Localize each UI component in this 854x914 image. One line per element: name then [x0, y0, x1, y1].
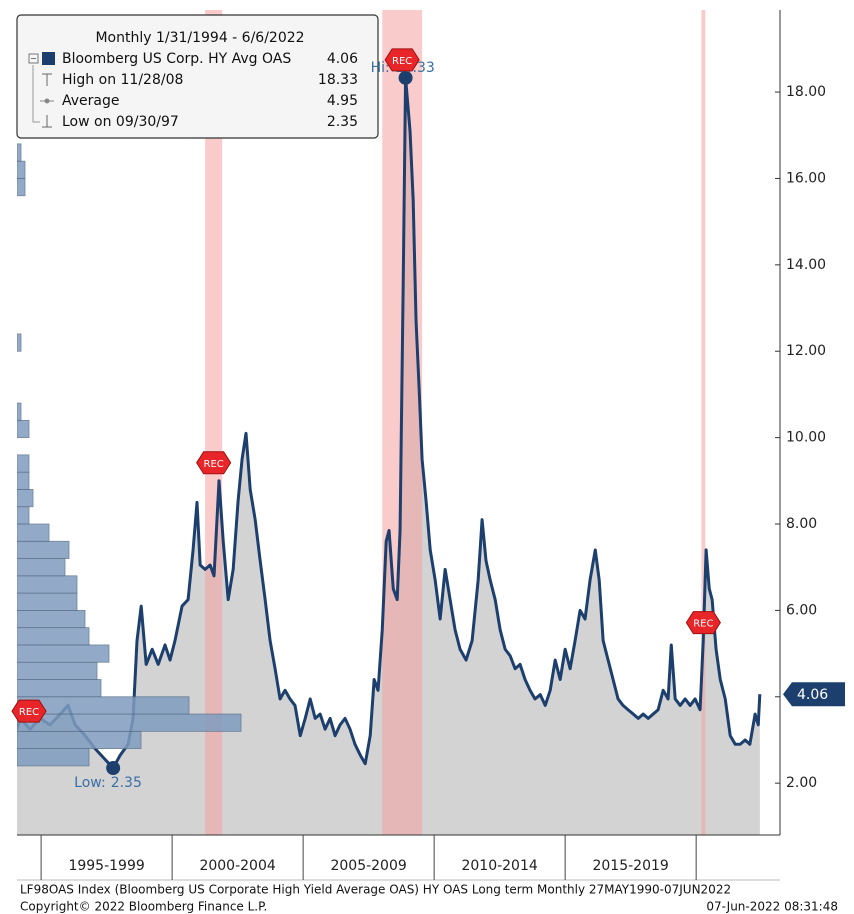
histogram-bar — [17, 558, 66, 577]
histogram-bar — [17, 143, 22, 162]
y-tick-label: 2.00 — [786, 775, 817, 791]
legend-stat-value: 18.33 — [318, 72, 358, 88]
histogram-bar — [17, 609, 86, 629]
high-dot — [398, 70, 413, 85]
x-period-label: 2015-2019 — [592, 858, 668, 874]
x-period-label: 1995-1999 — [68, 858, 144, 874]
legend-high-icon — [42, 73, 52, 86]
histogram-bar — [17, 454, 30, 473]
area — [17, 77, 760, 835]
footer-timestamp: 07-Jun-2022 08:31:48 — [706, 900, 838, 914]
histogram-bar — [17, 160, 26, 179]
recession-marker-label: REC — [693, 619, 713, 630]
legend-stat-value: 4.95 — [327, 93, 358, 109]
histogram-bar — [17, 696, 190, 715]
legend-collapse — [28, 53, 39, 64]
histogram-bar — [17, 730, 142, 750]
histogram-bar — [17, 540, 70, 559]
last-value-label: 4.06 — [797, 687, 828, 703]
legend-tree — [32, 65, 40, 123]
legend: Monthly 1/31/1994 - 6/6/2022 Bloomberg U… — [16, 14, 379, 139]
recession-marker-label: REC — [19, 707, 39, 718]
recession-band — [701, 10, 706, 835]
histogram-bar — [17, 178, 26, 197]
histogram-bar — [17, 575, 78, 594]
legend-low-icon — [42, 115, 52, 128]
histogram-bar — [17, 748, 90, 767]
last-value-tag — [783, 682, 845, 707]
histogram-bar — [17, 592, 78, 611]
x-period-label: 2000-2004 — [199, 858, 275, 874]
histogram-bar — [17, 713, 242, 732]
legend-swatch — [42, 52, 55, 65]
histogram-bar — [17, 523, 50, 542]
low-dot — [106, 761, 121, 776]
histogram-bar — [17, 419, 30, 439]
histogram-bar — [17, 471, 30, 490]
histogram-bar — [17, 489, 34, 508]
low-annotation-label: Low: — [74, 775, 106, 791]
legend-stat-value: 2.35 — [327, 114, 358, 130]
legend-stat-label: High on 11/28/08 — [62, 72, 183, 88]
histogram-bar — [17, 679, 102, 698]
legend-title: Monthly 1/31/1994 - 6/6/2022 — [95, 30, 304, 46]
histogram-bar — [17, 402, 22, 421]
low-annotation: Low: 2.35 — [74, 775, 142, 791]
recession-marker-label: REC — [392, 56, 412, 67]
y-tick-label: 8.00 — [786, 516, 817, 532]
axes: 1995-1999 2000-2004 2005-2009 2010-2014 2015… — [17, 10, 781, 881]
plot-area — [17, 10, 762, 835]
histogram-bar — [17, 661, 98, 680]
recession-marker — [11, 699, 47, 723]
y-tick-label: 14.00 — [786, 257, 826, 273]
y-tick-label: 18.00 — [786, 84, 826, 100]
line — [17, 76, 762, 770]
recession-marker — [384, 48, 420, 72]
legend-series-value: 4.06 — [327, 51, 358, 67]
histogram-bar — [17, 506, 30, 525]
x-period-label: 2010-2014 — [461, 858, 537, 874]
recession-marker-label: REC — [204, 459, 224, 470]
legend-stat-label: Low on 09/30/97 — [62, 114, 179, 130]
low-annotation-value: 2.35 — [111, 775, 142, 791]
y-tick-label: 12.00 — [786, 343, 826, 359]
high-annotation-label: Hi: — [371, 60, 390, 76]
footer-copyright: Copyright© 2022 Bloomberg Finance L.P. — [20, 900, 267, 914]
recession-band — [205, 10, 223, 835]
recession-marker — [196, 451, 232, 475]
legend-avg-dot — [44, 98, 50, 104]
legend-stat-label: Average — [62, 93, 120, 109]
legend-series-name: Bloomberg US Corp. HY Avg OAS — [62, 51, 291, 67]
footer-source: LF98OAS Index (Bloomberg US Corporate Hi… — [20, 883, 731, 897]
recession-marker — [685, 611, 721, 635]
y-tick-label: 16.00 — [786, 170, 826, 186]
y-tick-label: 10.00 — [786, 430, 826, 446]
legend-box — [16, 14, 379, 139]
histogram-bar — [17, 644, 110, 663]
histogram-bar — [17, 627, 90, 646]
y-tick-label: 6.00 — [786, 602, 817, 618]
histogram-bar — [17, 333, 22, 352]
x-period-label: 2005-2009 — [330, 858, 406, 874]
